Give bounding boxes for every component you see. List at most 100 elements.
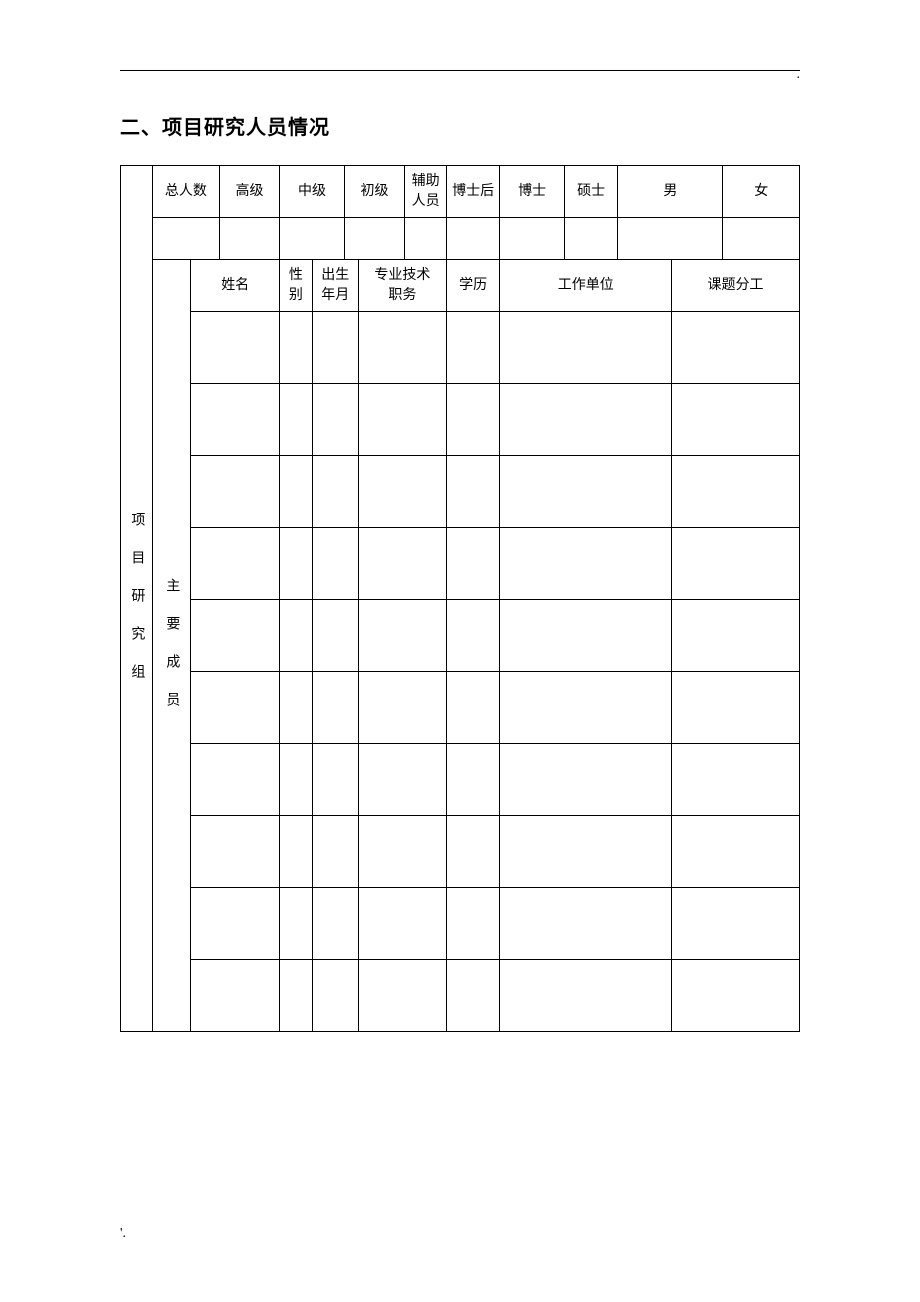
cell-name: [191, 384, 280, 456]
cell-gender: [280, 312, 312, 384]
cell-edu: [446, 888, 500, 960]
cell-name: [191, 528, 280, 600]
cell-title: [358, 888, 446, 960]
summary-value: [153, 218, 219, 260]
cell-task: [672, 528, 800, 600]
member-row: [121, 744, 800, 816]
cell-title: [358, 960, 446, 1032]
summary-header: 硕士: [564, 166, 618, 218]
member-row: [121, 672, 800, 744]
cell-task: [672, 744, 800, 816]
cell-birth: [312, 528, 358, 600]
cell-edu: [446, 528, 500, 600]
cell-unit: [500, 672, 672, 744]
cell-unit: [500, 312, 672, 384]
summary-value: [280, 218, 344, 260]
cell-gender: [280, 456, 312, 528]
summary-header-row: 项目研究组 总人数 高级 中级 初级 辅助 人员 博士后 博士 硕士 男 女: [121, 166, 800, 218]
summary-header: 中级: [280, 166, 344, 218]
summary-value: [446, 218, 500, 260]
member-row: [121, 456, 800, 528]
cell-name: [191, 888, 280, 960]
cell-unit: [500, 456, 672, 528]
cell-unit: [500, 528, 672, 600]
summary-header: 女: [723, 166, 800, 218]
cell-title: [358, 744, 446, 816]
cell-birth: [312, 456, 358, 528]
cell-birth: [312, 888, 358, 960]
cell-gender: [280, 888, 312, 960]
cell-name: [191, 744, 280, 816]
cell-unit: [500, 744, 672, 816]
cell-edu: [446, 384, 500, 456]
cell-name: [191, 312, 280, 384]
summary-header: 初级: [344, 166, 405, 218]
member-row: [121, 960, 800, 1032]
top-rule: [120, 70, 800, 71]
cell-title: [358, 384, 446, 456]
member-row: [121, 528, 800, 600]
members-header: 出生 年月: [312, 260, 358, 312]
page-container: . 二、项目研究人员情况 项目研究组 总人数: [0, 0, 920, 1302]
cell-gender: [280, 816, 312, 888]
cell-unit: [500, 816, 672, 888]
summary-header: 辅助 人员: [405, 166, 446, 218]
cell-task: [672, 600, 800, 672]
cell-task: [672, 384, 800, 456]
summary-value: [344, 218, 405, 260]
cell-task: [672, 888, 800, 960]
cell-gender: [280, 600, 312, 672]
cell-gender: [280, 384, 312, 456]
cell-unit: [500, 960, 672, 1032]
cell-name: [191, 456, 280, 528]
members-header: 专业技术 职务: [358, 260, 446, 312]
cell-birth: [312, 744, 358, 816]
summary-header: 总人数: [153, 166, 219, 218]
summary-value: [500, 218, 564, 260]
members-header: 学历: [446, 260, 500, 312]
cell-gender: [280, 960, 312, 1032]
cell-unit: [500, 384, 672, 456]
personnel-table: 项目研究组 总人数 高级 中级 初级 辅助 人员 博士后 博士 硕士 男 女: [120, 165, 800, 1032]
cell-name: [191, 672, 280, 744]
member-row: [121, 312, 800, 384]
corner-dot: .: [797, 67, 801, 83]
summary-value: [405, 218, 446, 260]
cell-unit: [500, 600, 672, 672]
members-header: 课题分工: [672, 260, 800, 312]
cell-title: [358, 312, 446, 384]
summary-header: 高级: [219, 166, 280, 218]
cell-title: [358, 672, 446, 744]
member-row: [121, 600, 800, 672]
cell-edu: [446, 960, 500, 1032]
cell-birth: [312, 672, 358, 744]
summary-value: [618, 218, 723, 260]
side-label-group: 项目研究组: [121, 166, 153, 1032]
summary-header: 博士: [500, 166, 564, 218]
cell-task: [672, 816, 800, 888]
cell-edu: [446, 744, 500, 816]
section-title: 二、项目研究人员情况: [120, 111, 800, 140]
cell-edu: [446, 600, 500, 672]
summary-value: [564, 218, 618, 260]
side-label-group-text: 项目研究组: [127, 488, 147, 702]
summary-value: [219, 218, 280, 260]
cell-task: [672, 312, 800, 384]
member-row: [121, 816, 800, 888]
cell-task: [672, 960, 800, 1032]
summary-value: [723, 218, 800, 260]
summary-header: 男: [618, 166, 723, 218]
cell-title: [358, 600, 446, 672]
cell-task: [672, 672, 800, 744]
cell-edu: [446, 672, 500, 744]
summary-value-row: [121, 218, 800, 260]
cell-unit: [500, 888, 672, 960]
cell-name: [191, 816, 280, 888]
cell-task: [672, 456, 800, 528]
member-row: [121, 384, 800, 456]
cell-birth: [312, 384, 358, 456]
cell-title: [358, 816, 446, 888]
cell-birth: [312, 312, 358, 384]
side-label-members: 主要成员: [153, 260, 191, 1032]
cell-edu: [446, 456, 500, 528]
